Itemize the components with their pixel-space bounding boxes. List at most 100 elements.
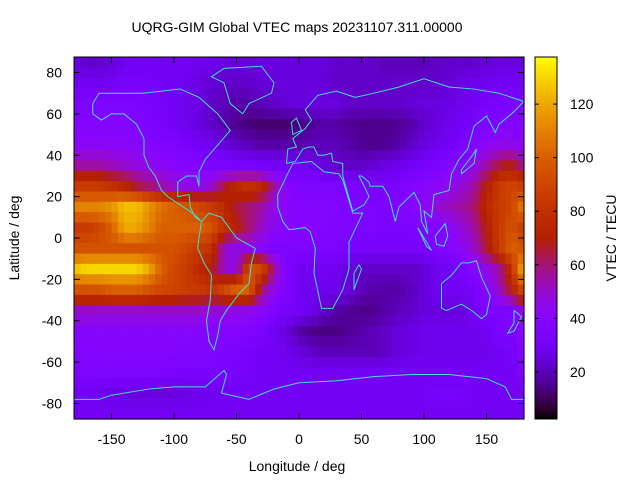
heatmap-cell (505, 336, 513, 348)
heatmap-cell (405, 377, 413, 389)
heatmap-cell (311, 408, 319, 420)
heatmap-cell (292, 336, 300, 348)
heatmap-cell (505, 398, 513, 410)
heatmap-cell (317, 274, 325, 286)
heatmap-cell (292, 243, 300, 255)
colorbar-tick-label: 80 (570, 203, 586, 219)
heatmap-cell (367, 232, 375, 244)
heatmap-cell (142, 243, 150, 255)
heatmap-cell (105, 294, 113, 306)
heatmap-cell (399, 160, 406, 172)
heatmap-cell (467, 170, 475, 182)
heatmap-cell (480, 77, 488, 89)
heatmap-cell (261, 77, 269, 89)
heatmap-cell (417, 408, 425, 420)
heatmap-cell (305, 243, 313, 255)
heatmap-cell (367, 263, 375, 275)
heatmap-cell (74, 212, 81, 224)
heatmap-cell (324, 336, 331, 348)
heatmap-cell (80, 305, 88, 317)
heatmap-cell (92, 377, 100, 389)
heatmap-cell (224, 150, 231, 162)
heatmap-cell (480, 346, 488, 358)
heatmap-cell (299, 305, 306, 317)
heatmap-cell (392, 232, 400, 244)
heatmap-cell (99, 356, 106, 368)
heatmap-cell (199, 191, 206, 203)
heatmap-cell (105, 387, 113, 399)
heatmap-cell (511, 336, 519, 348)
heatmap-cell (136, 232, 144, 244)
heatmap-cell (142, 160, 150, 172)
heatmap-cell (124, 315, 131, 327)
heatmap-cell (111, 356, 119, 368)
heatmap-cell (311, 398, 319, 410)
heatmap-cell (380, 108, 388, 120)
heatmap-cell (374, 274, 381, 286)
heatmap-cell (117, 274, 125, 286)
heatmap-cell (124, 191, 131, 203)
heatmap-cell (92, 160, 100, 172)
heatmap-cell (492, 170, 500, 182)
heatmap-cell (80, 88, 88, 99)
heatmap-cell (192, 274, 200, 286)
heatmap-cell (236, 336, 244, 348)
heatmap-cell (399, 129, 406, 141)
heatmap-cell (417, 284, 425, 296)
heatmap-cell (74, 119, 81, 130)
heatmap-cell (230, 243, 238, 255)
heatmap-cell (449, 398, 456, 410)
heatmap-cell (211, 108, 219, 120)
heatmap-cell (161, 98, 169, 110)
heatmap-cell (124, 305, 131, 317)
heatmap-cell (255, 160, 263, 172)
heatmap-cell (436, 336, 444, 348)
heatmap-cell (92, 263, 100, 275)
heatmap-cell (330, 325, 338, 337)
heatmap-cell (455, 336, 463, 348)
heatmap-cell (117, 294, 125, 306)
heatmap-cell (299, 98, 306, 110)
heatmap-cell (411, 387, 419, 399)
heatmap-cell (86, 170, 94, 182)
heatmap-cell (211, 398, 219, 410)
heatmap-cell (299, 150, 306, 162)
heatmap-cell (155, 408, 163, 420)
heatmap-cell (342, 108, 350, 120)
heatmap-cell (80, 367, 88, 379)
heatmap-cell (280, 387, 288, 399)
heatmap-cell (374, 263, 381, 275)
heatmap-cell (211, 57, 219, 68)
heatmap-cell (474, 160, 481, 172)
colorbar-scale (534, 56, 558, 420)
heatmap-cell (330, 150, 338, 162)
heatmap-cell (230, 387, 238, 399)
heatmap-cell (399, 201, 406, 213)
heatmap-cell (286, 346, 294, 358)
heatmap-cell (249, 108, 256, 120)
heatmap-cell (442, 284, 450, 296)
heatmap-cell (111, 150, 119, 162)
heatmap-cell (192, 398, 200, 410)
heatmap-cell (430, 77, 438, 89)
heatmap-cell (117, 253, 125, 265)
heatmap-cell (417, 377, 425, 389)
heatmap-cell (367, 108, 375, 120)
heatmap-cell (186, 129, 194, 141)
heatmap-cell (167, 139, 175, 151)
heatmap-cell (405, 243, 413, 255)
heatmap-cell (224, 170, 231, 182)
heatmap-cell (180, 305, 188, 317)
heatmap-cell (267, 408, 275, 420)
y-tick-label: 80 (46, 65, 62, 81)
heatmap-cell (311, 160, 319, 172)
heatmap-cell (399, 98, 406, 110)
heatmap-cell (392, 57, 400, 68)
heatmap-cell (474, 398, 481, 410)
heatmap-cell (261, 387, 269, 399)
heatmap-cell (211, 139, 219, 151)
heatmap-cell (480, 232, 488, 244)
heatmap-cell (199, 119, 206, 130)
heatmap-cell (442, 408, 450, 420)
heatmap-cell (336, 263, 344, 275)
